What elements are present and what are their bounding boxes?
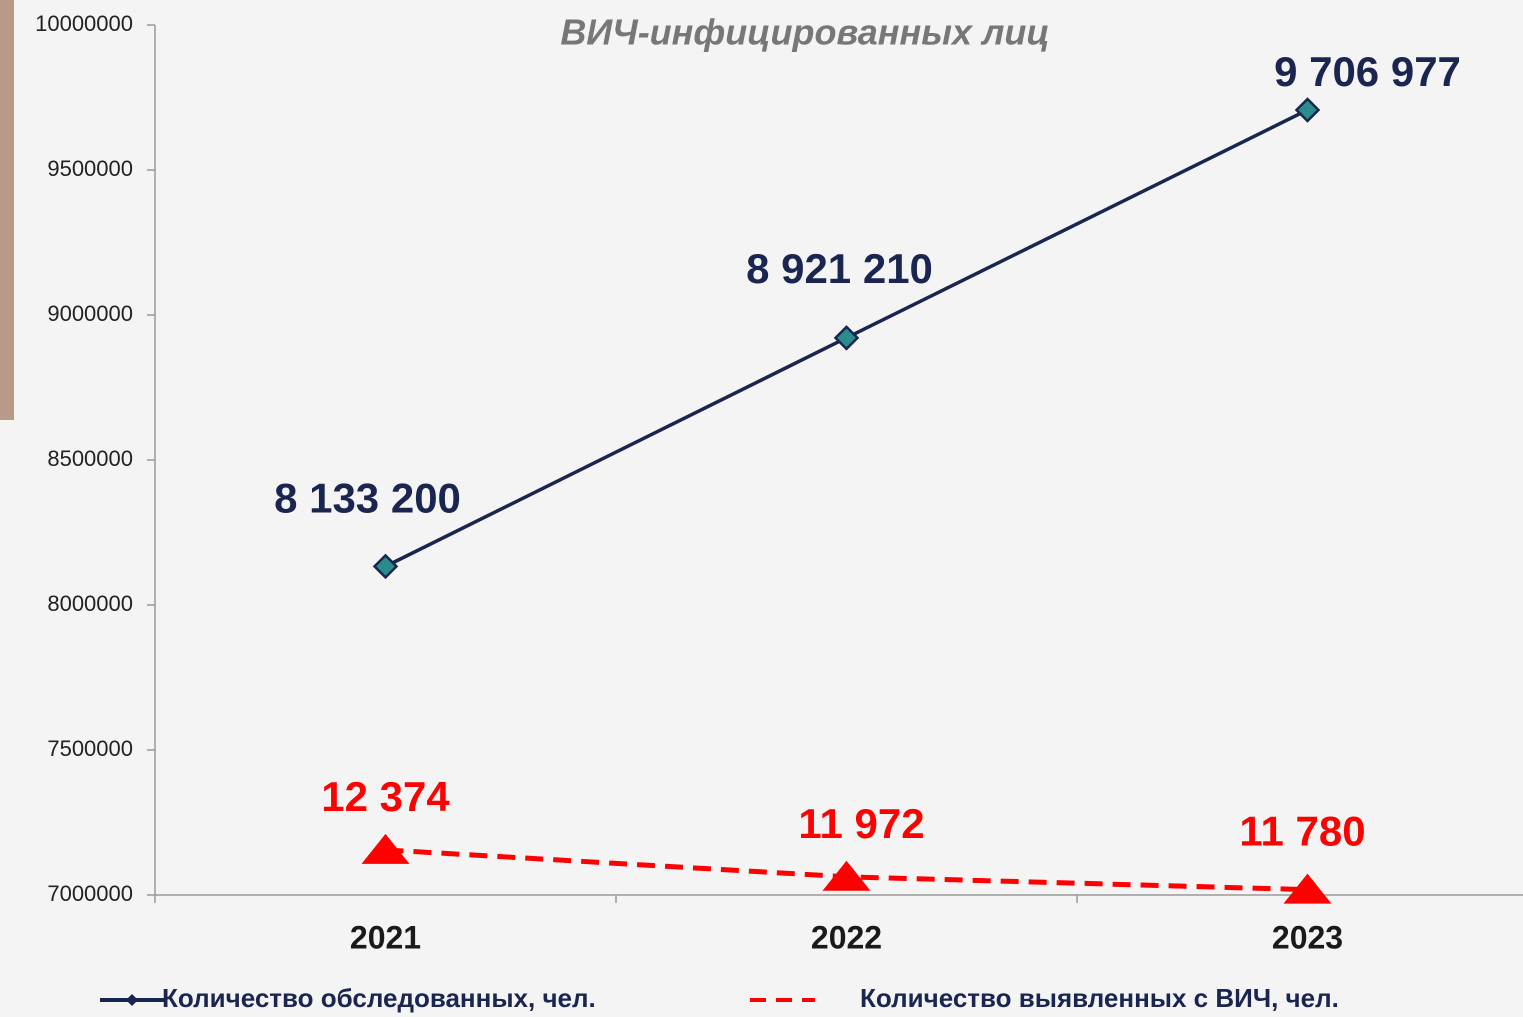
legend-label: Количество выявленных с ВИЧ, чел.	[860, 983, 1339, 1013]
y-tick-label: 7000000	[47, 881, 133, 906]
chart-title: ВИЧ-инфицированных лиц	[560, 12, 1049, 53]
data-label: 12 374	[321, 773, 450, 820]
point-marker	[833, 325, 860, 351]
point-marker	[372, 553, 399, 580]
legend-label: Количество обследованных, чел.	[162, 983, 596, 1013]
data-label: 8 133 200	[274, 474, 461, 521]
y-tick-label: 8500000	[47, 446, 133, 471]
data-label: 11 972	[798, 800, 924, 847]
y-tick-label: 9500000	[47, 156, 133, 181]
y-tick-label: 8000000	[47, 591, 133, 616]
legend-marker	[126, 994, 138, 1006]
x-tick-label: 2021	[350, 919, 421, 955]
point-marker	[1294, 97, 1321, 123]
x-tick-label: 2023	[1272, 919, 1343, 955]
data-label: 11 780	[1239, 808, 1365, 855]
y-tick-label: 9000000	[47, 301, 133, 326]
point-marker	[822, 860, 871, 891]
data-label: 9 706 977	[1274, 48, 1461, 95]
x-tick-label: 2022	[811, 919, 882, 955]
point-marker	[1283, 873, 1332, 904]
y-tick-label: 7500000	[47, 736, 133, 761]
data-label: 8 921 210	[746, 245, 933, 292]
point-marker	[361, 833, 410, 864]
photo-edge	[0, 0, 14, 420]
y-tick-label: 10000000	[35, 11, 133, 36]
